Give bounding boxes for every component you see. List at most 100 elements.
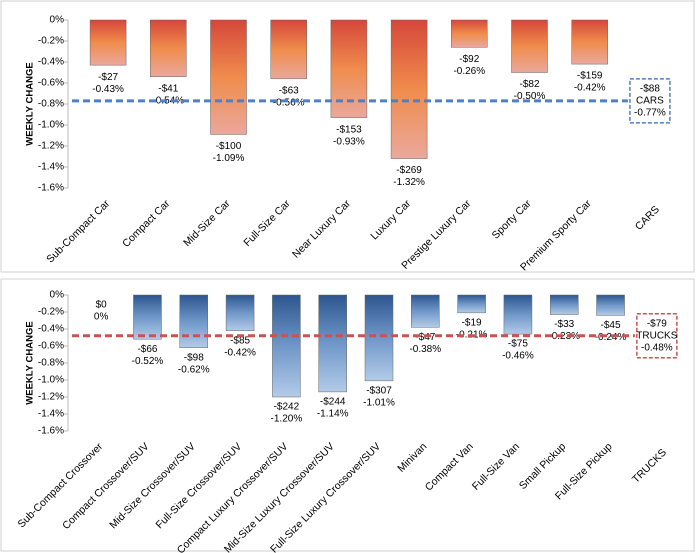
dollar-label: -$100 (216, 141, 242, 152)
x-tick-label: Luxury Car (368, 197, 413, 242)
label-bg (452, 315, 491, 342)
bar (330, 19, 368, 118)
label-bg (510, 77, 549, 104)
dollar-label: -$242 (274, 402, 300, 413)
y-tick-label: -1.6% (38, 426, 64, 437)
label-bg (128, 342, 167, 369)
value-label: -1.01% (363, 397, 395, 408)
bar (133, 294, 162, 340)
label-bg (174, 350, 213, 377)
panel-frame (0, 0, 695, 273)
dollar-label: -$98 (184, 352, 204, 363)
y-tick-label: -0.4% (38, 324, 64, 335)
bar (272, 294, 301, 398)
dollar-label: -$19 (462, 317, 482, 328)
bar (596, 294, 625, 316)
dollar-label: -$307 (366, 385, 392, 396)
bar (549, 294, 579, 315)
value-label: -0.42% (224, 347, 256, 358)
bar (318, 294, 347, 393)
value-label: -1.09% (213, 153, 245, 164)
value-label: -0.50% (514, 91, 546, 102)
value-label: -1.32% (393, 177, 425, 188)
x-tick-label: Sporty Car (490, 197, 534, 241)
average-box (629, 78, 671, 124)
x-tick-label: Full-Size Car (241, 197, 293, 249)
value-label: -0.42% (574, 83, 606, 94)
y-tick-label: -0.4% (38, 57, 64, 68)
y-tick-label: -1.4% (38, 162, 64, 173)
dollar-label: -$92 (459, 54, 479, 65)
x-tick-label: Near Luxury Car (290, 197, 353, 260)
bar (225, 294, 255, 331)
value-label: -0.38% (409, 344, 441, 355)
label-bg (570, 69, 609, 96)
y-tick-label: -0.2% (38, 36, 64, 47)
bar (457, 294, 486, 314)
value-label: 0% (94, 312, 109, 323)
label-bg (221, 333, 260, 360)
dollar-label: -$82 (519, 79, 539, 90)
dollar-label: -$45 (601, 320, 621, 331)
bar (270, 19, 307, 80)
average-value: -0.48% (641, 342, 673, 353)
label-bg (390, 163, 429, 190)
label-bg (591, 318, 630, 345)
x-tick-label: Sub-Compact Crossover (15, 440, 105, 530)
bar (89, 19, 127, 66)
x-tick-label: CARS (633, 204, 662, 233)
label-bg (498, 337, 537, 364)
dollar-label: -$41 (158, 83, 178, 94)
dollar-label: -$269 (396, 165, 422, 176)
value-label: -0.24% (595, 332, 627, 343)
y-axis-title: WEEKLY CHANGE (25, 62, 36, 145)
value-label: -0.62% (178, 364, 210, 375)
label-bg (267, 400, 306, 426)
label-bg (313, 394, 352, 421)
bar (451, 19, 488, 48)
y-tick-label: -0.2% (38, 307, 64, 318)
x-tick-label: Mid-Size Car (181, 197, 233, 249)
x-tick-label: Small Pickup (517, 441, 569, 493)
bar (150, 19, 187, 77)
x-tick-label: Minivan (395, 440, 429, 474)
y-tick-label: -1.0% (38, 120, 64, 131)
average-name: CARS (636, 95, 664, 106)
value-label: -0.56% (273, 97, 305, 108)
label-bg (209, 139, 248, 166)
label-bg (149, 81, 188, 108)
value-label: -0.23% (548, 331, 580, 342)
dollar-label: -$159 (577, 71, 603, 82)
bar (511, 19, 548, 73)
label-bg (329, 122, 368, 149)
value-label: -0.43% (92, 84, 124, 95)
average-box (636, 313, 678, 359)
value-label: -1.14% (317, 409, 349, 420)
dollar-label: $0 (96, 300, 108, 311)
value-label: -1.20% (271, 414, 303, 425)
average-dollar: -$79 (647, 318, 667, 329)
y-tick-label: -0.8% (38, 99, 64, 110)
value-label: -0.52% (132, 356, 164, 367)
x-tick-label: TRUCKS (630, 447, 669, 486)
label-bg (545, 317, 584, 344)
panel-frame (0, 278, 695, 552)
x-tick-label: Full-Size Crossover/SUV (154, 441, 245, 532)
dollar-label: -$244 (320, 397, 346, 408)
value-label: -0.54% (152, 95, 184, 106)
y-tick-label: -0.6% (38, 78, 64, 89)
y-axis-title: WEEKLY CHANGE (25, 321, 36, 404)
dollar-label: -$153 (336, 124, 362, 135)
y-tick-label: -1.2% (38, 141, 64, 152)
value-label: -0.26% (453, 66, 485, 77)
x-tick-label: Compact Car (120, 197, 173, 250)
bar (179, 294, 209, 348)
dollar-label: -$27 (98, 72, 118, 83)
bar (571, 19, 608, 65)
bar (503, 294, 533, 335)
y-tick-label: 0% (50, 290, 65, 301)
dollar-label: -$66 (137, 344, 157, 355)
dollar-label: -$85 (230, 335, 250, 346)
x-tick-label: Compact Crossover/SUV (60, 441, 151, 532)
